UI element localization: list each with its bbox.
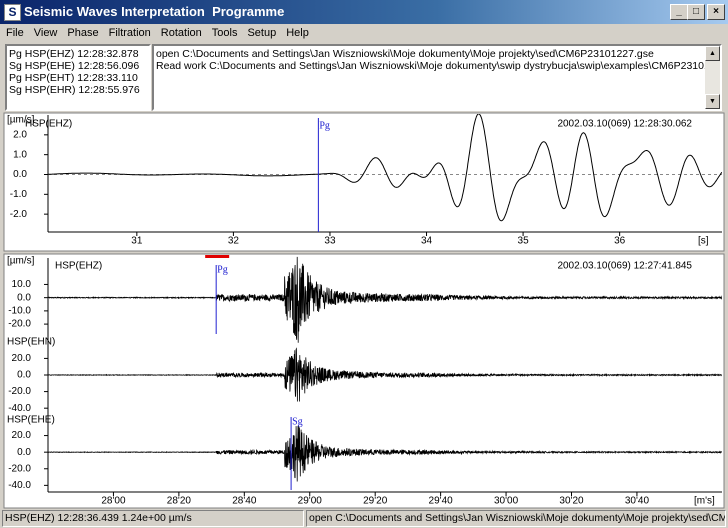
- menu-item[interactable]: File: [6, 27, 24, 39]
- y-tick-label: -1.0: [10, 189, 28, 200]
- pick-label: Pg: [217, 264, 228, 275]
- x-unit: [m's]: [694, 496, 715, 507]
- x-tick-label: 30'40: [625, 496, 650, 507]
- close-button[interactable]: ×: [707, 4, 725, 20]
- y-tick-label: -20.0: [8, 319, 31, 330]
- y-tick-label: 0.0: [17, 292, 31, 303]
- title-bar: S Seismic Waves Interpretation Programme…: [0, 0, 728, 24]
- station-label: HSP(EHZ): [55, 261, 102, 272]
- x-tick-label: 34: [421, 236, 433, 247]
- scroll-up[interactable]: ▲: [705, 46, 720, 61]
- x-tick-label: 33: [324, 236, 336, 247]
- menu-item[interactable]: Filtration: [108, 27, 151, 39]
- maximize-button[interactable]: □: [687, 4, 705, 20]
- menu-item[interactable]: Phase: [67, 27, 99, 39]
- status-cursor: HSP(EHZ) 12:28:36.439 1.24e+00 µm/s: [2, 510, 304, 527]
- bottom-panel: [3, 253, 725, 509]
- y-tick-label: 1.0: [13, 149, 27, 160]
- y-tick-label: 0.0: [13, 169, 27, 180]
- x-tick-label: 30'00: [494, 496, 519, 507]
- waveform: [48, 114, 722, 222]
- y-tick-label: 0.0: [17, 447, 31, 458]
- x-tick-label: 28'20: [167, 496, 192, 507]
- pick-entry[interactable]: Sg HSP(EHR) 12:28:55.976: [9, 84, 140, 96]
- pick-entry[interactable]: Pg HSP(EHT) 12:28:33.110: [9, 72, 138, 84]
- waveform: [48, 256, 722, 343]
- menu-item[interactable]: Tools: [211, 27, 238, 39]
- pick-label: Sg: [292, 416, 303, 427]
- log-line: open C:\Documents and Settings\Jan Wiszn…: [156, 48, 654, 60]
- x-tick-label: 29'00: [298, 496, 323, 507]
- y-tick-label: 2.0: [13, 129, 27, 140]
- log-box: ▲ ▼ open C:\Documents and Settings\Jan W…: [152, 44, 722, 111]
- y-tick-label: -40.0: [8, 480, 31, 491]
- top-panel: [3, 112, 725, 252]
- scrollbar[interactable]: ▲ ▼: [705, 46, 720, 109]
- pick-label: Pg: [319, 120, 330, 131]
- window-title: Seismic Waves Interpretation Programme: [24, 4, 285, 19]
- x-tick-label: 29'40: [429, 496, 454, 507]
- app-icon: S: [4, 4, 21, 21]
- x-tick-label: 29'20: [363, 496, 388, 507]
- log-line: Read work C:\Documents and Settings\Jan …: [156, 60, 722, 72]
- menu-item[interactable]: Help: [286, 27, 309, 39]
- y-unit: [µm/s]: [7, 256, 35, 267]
- timestamp: 2002.03.10(069) 12:28:30.062: [557, 119, 692, 130]
- y-tick-label: 10.0: [12, 279, 32, 290]
- y-tick-label: -20.0: [8, 463, 31, 474]
- x-tick-label: 31: [131, 236, 143, 247]
- station-label: HSP(EHN): [7, 337, 55, 348]
- minimize-button[interactable]: _: [670, 4, 688, 20]
- pick-entry[interactable]: Sg HSP(EHE) 12:28:56.096: [9, 60, 140, 72]
- x-tick-label: 30'20: [559, 496, 584, 507]
- pick-entry[interactable]: Pg HSP(EHZ) 12:28:32.878: [9, 48, 139, 60]
- menu-item[interactable]: Setup: [247, 27, 277, 39]
- y-tick-label: -2.0: [10, 209, 28, 220]
- x-tick-label: 28'40: [232, 496, 257, 507]
- x-tick-label: 28'00: [101, 496, 126, 507]
- menu-item[interactable]: Rotation: [160, 27, 202, 39]
- x-tick-label: 36: [614, 236, 626, 247]
- selection-marker: [205, 255, 230, 258]
- y-tick-label: 0.0: [17, 370, 31, 381]
- y-tick-label: -20.0: [8, 386, 31, 397]
- y-tick-label: -10.0: [8, 306, 31, 317]
- x-tick-label: 35: [518, 236, 530, 247]
- menu-bar: File View Phase Filtration Rotation Tools Setu…: [0, 25, 728, 42]
- y-tick-label: 20.0: [12, 353, 32, 364]
- scroll-down[interactable]: ▼: [705, 94, 720, 109]
- menu-item[interactable]: View: [33, 27, 58, 39]
- waveform: [48, 425, 722, 482]
- plots: [µm/s]HSP(EHZ) 2002.03.10(069) 12:28:30.0…: [3, 112, 725, 509]
- pick-list: Pg HSP(EHZ) 12:28:32.878 Sg HSP(EHE) 12:2…: [5, 44, 151, 111]
- y-unit: [µm/s]: [7, 115, 35, 126]
- y-tick-label: -40.0: [8, 403, 31, 414]
- status-message: open C:\Documents and Settings\Jan Wiszn…: [306, 510, 726, 527]
- y-tick-label: 20.0: [12, 430, 32, 441]
- station-label: HSP(EHZ): [25, 119, 72, 130]
- waveform: [48, 347, 722, 402]
- x-tick-label: 32: [228, 236, 240, 247]
- x-unit: [s]: [698, 236, 709, 247]
- station-label: HSP(EHE): [7, 415, 55, 426]
- timestamp: 2002.03.10(069) 12:27:41.845: [557, 261, 692, 272]
